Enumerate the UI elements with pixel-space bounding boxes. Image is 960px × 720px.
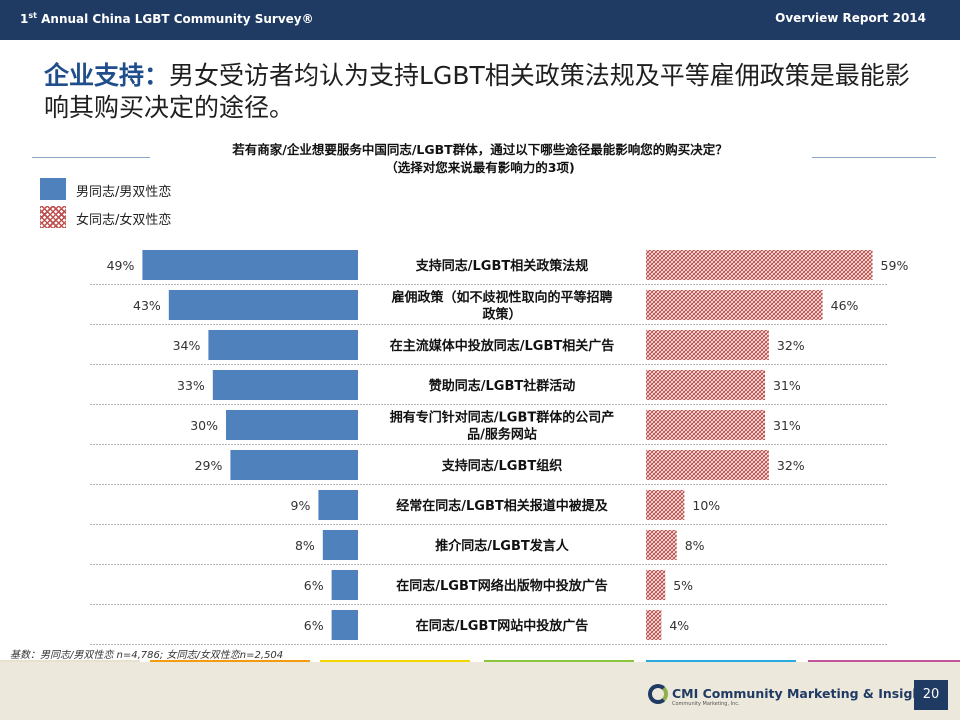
page-title: 企业支持：男女受访者均认为支持LGBT相关政策法规及平等雇佣政策是最能影响其购买…	[44, 60, 934, 124]
male-bar	[208, 330, 358, 360]
female-bar	[646, 370, 766, 400]
footer-stripe	[808, 660, 960, 663]
male-value-label: 49%	[107, 258, 135, 273]
cmi-logo-icon	[648, 684, 668, 704]
question-rule-left	[32, 157, 150, 158]
category-label: 支持同志/LGBT组织	[441, 458, 562, 474]
legend-female-label: 女同志/女双性恋	[76, 213, 172, 228]
female-value-label: 59%	[881, 258, 909, 273]
male-value-label: 43%	[133, 298, 161, 313]
female-value-label: 31%	[773, 378, 801, 393]
brand-name: CMI Community Marketing & Insights	[672, 686, 935, 701]
question-line-2: （选择对您来说最有影响力的3项)	[385, 160, 575, 175]
female-bar	[646, 450, 769, 480]
female-bar	[646, 490, 685, 520]
footer-stripe	[150, 660, 310, 663]
male-bar	[226, 410, 358, 440]
male-bar	[142, 250, 358, 280]
female-bar	[646, 330, 769, 360]
legend-male-label: 男同志/男双性恋	[76, 185, 172, 200]
male-bar	[212, 370, 358, 400]
category-label: 品/服务网站	[467, 427, 537, 443]
category-label: 支持同志/LGBT相关政策法规	[415, 258, 588, 274]
category-label: 在同志/LGBT网络出版物中投放广告	[396, 578, 607, 594]
question-rule-right	[812, 157, 936, 158]
male-value-label: 33%	[177, 378, 205, 393]
female-value-label: 32%	[777, 458, 805, 473]
title-lead: 企业支持：	[44, 61, 170, 90]
legend-female-swatch	[40, 206, 66, 228]
survey-question: 若有商家/企业想要服务中国同志/LGBT群体，通过以下哪些途径最能影响您的购买决…	[160, 141, 800, 177]
male-value-label: 30%	[190, 418, 218, 433]
footer-stripe	[320, 660, 470, 663]
footer-stripe	[0, 660, 140, 663]
category-label: 政策）	[482, 307, 521, 323]
female-value-label: 8%	[685, 538, 705, 553]
footer-stripe	[484, 660, 634, 663]
category-label: 赞助同志/LGBT社群活动	[428, 378, 575, 394]
male-bar	[331, 610, 358, 640]
female-bar	[646, 610, 662, 640]
male-bar	[318, 490, 358, 520]
page-number: 20	[914, 680, 948, 710]
category-label: 在主流媒体中投放同志/LGBT相关广告	[390, 338, 614, 354]
title-text: 男女受访者均认为支持LGBT相关政策法规及平等雇佣政策是最能影响其购买决定的途径…	[44, 61, 910, 122]
survey-title: 1st Annual China LGBT Community Survey®	[20, 11, 314, 26]
male-value-label: 6%	[304, 578, 324, 593]
sample-base-note: 基数：男同志/男双性恋 n=4,786; 女同志/女双性恋n=2,504	[10, 650, 284, 661]
male-bar	[322, 530, 358, 560]
female-value-label: 32%	[777, 338, 805, 353]
female-bar	[646, 530, 677, 560]
header-bar: 1st Annual China LGBT Community Survey® …	[0, 0, 960, 40]
legend-male-swatch	[40, 178, 66, 200]
female-value-label: 4%	[669, 618, 689, 633]
female-bar	[646, 290, 823, 320]
report-title: Overview Report 2014	[775, 11, 926, 25]
female-bar	[646, 410, 766, 440]
female-value-label: 31%	[773, 418, 801, 433]
category-label: 在同志/LGBT网站中投放广告	[416, 618, 588, 634]
footer-stripe	[646, 660, 796, 663]
male-value-label: 9%	[291, 498, 311, 513]
male-value-label: 34%	[173, 338, 201, 353]
male-bar	[230, 450, 358, 480]
male-value-label: 8%	[295, 538, 315, 553]
male-value-label: 29%	[195, 458, 223, 473]
female-value-label: 10%	[692, 498, 720, 513]
category-label: 雇佣政策（如不歧视性取向的平等招聘	[391, 290, 612, 306]
category-label: 经常在同志/LGBT相关报道中被提及	[396, 498, 608, 514]
question-line-1: 若有商家/企业想要服务中国同志/LGBT群体，通过以下哪些途径最能影响您的购买决…	[232, 142, 728, 157]
footer-band	[0, 662, 960, 720]
female-bar	[646, 250, 873, 280]
category-label: 推介同志/LGBT发言人	[435, 538, 569, 554]
category-label: 拥有专门针对同志/LGBT群体的公司产	[390, 410, 614, 426]
male-bar	[168, 290, 358, 320]
brand-subtitle: Community Marketing, Inc.	[672, 701, 740, 707]
female-value-label: 5%	[673, 578, 693, 593]
male-bar	[331, 570, 358, 600]
male-value-label: 6%	[304, 618, 324, 633]
female-value-label: 46%	[831, 298, 859, 313]
female-bar	[646, 570, 666, 600]
